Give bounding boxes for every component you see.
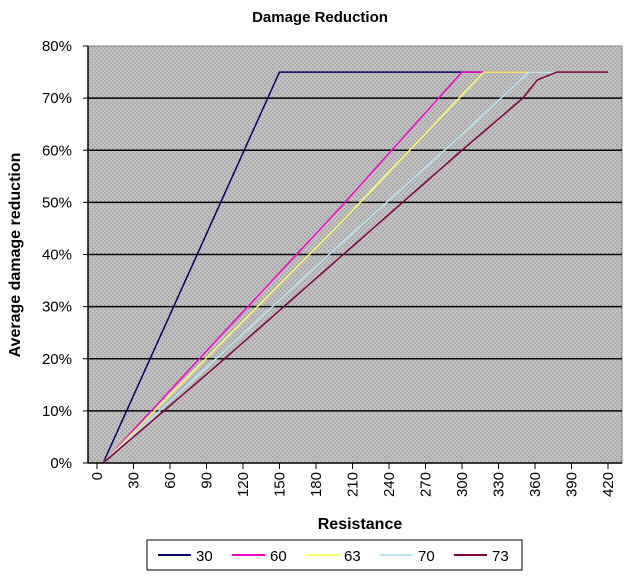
- series-line-73: [102, 71, 608, 464]
- x-axis-label: Resistance: [318, 516, 403, 533]
- y-tick-label: 80%: [42, 38, 72, 55]
- x-tick-label: 420: [600, 472, 617, 497]
- x-tick-label: 330: [491, 472, 508, 497]
- y-tick-label: 10%: [42, 403, 72, 420]
- y-tick-label: 20%: [42, 351, 72, 368]
- x-tick-label: 0: [89, 472, 106, 480]
- x-tick-label: 30: [126, 472, 143, 489]
- x-tick-label: 390: [564, 472, 581, 497]
- x-tick-label: 120: [235, 472, 252, 497]
- y-tick-label: 70%: [42, 90, 72, 107]
- series-line-70: [102, 71, 608, 464]
- x-tick-label: 240: [381, 472, 398, 497]
- x-tick-label: 90: [199, 472, 216, 489]
- x-tick-label: 300: [454, 472, 471, 497]
- x-tick-label: 60: [162, 472, 179, 489]
- x-tick-label: 270: [418, 472, 435, 497]
- y-tick-label: 40%: [42, 247, 72, 264]
- x-tick-label: 360: [527, 472, 544, 497]
- legend-label-60: 60: [270, 548, 287, 565]
- y-tick-label: 30%: [42, 299, 72, 316]
- x-tick-label: 180: [308, 472, 325, 497]
- series-line-63: [102, 71, 608, 464]
- legend-label-73: 73: [492, 548, 509, 565]
- y-tick-label: 60%: [42, 142, 72, 159]
- y-tick-label: 50%: [42, 194, 72, 211]
- x-tick-label: 150: [272, 472, 289, 497]
- legend-label-70: 70: [418, 548, 435, 565]
- legend-label-63: 63: [344, 548, 361, 565]
- legend-label-30: 30: [196, 548, 213, 565]
- chart-title: Damage Reduction: [252, 9, 388, 26]
- y-tick-label: 0%: [50, 455, 72, 472]
- x-tick-label: 210: [345, 472, 362, 497]
- y-axis-label: Average damage reduction: [7, 153, 24, 358]
